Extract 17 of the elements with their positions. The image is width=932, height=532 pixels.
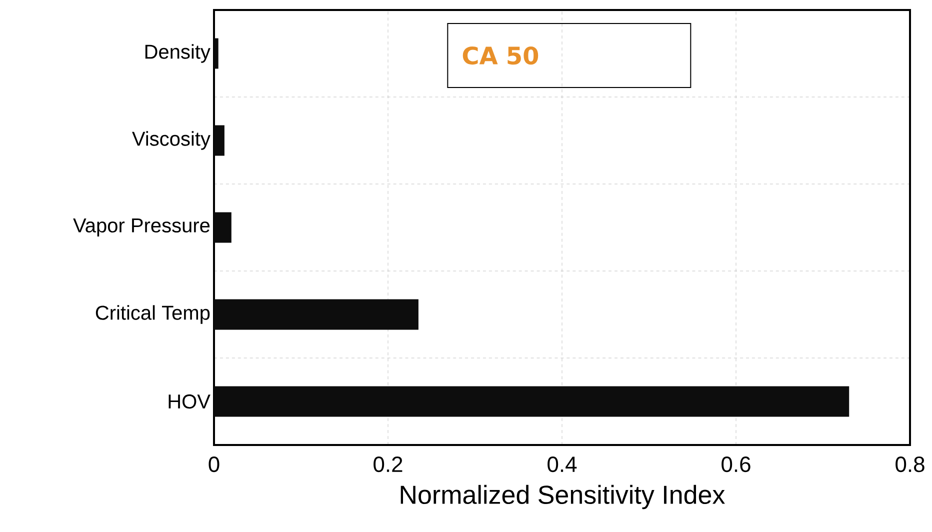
y-tick-label: HOV (168, 394, 210, 409)
x-axis-title: Normalized Sensitivity Index (400, 484, 725, 510)
bar (214, 38, 218, 69)
bar (214, 212, 232, 243)
y-tick-label: Viscosity (132, 131, 210, 150)
x-tick-label: 0.8 (896, 456, 924, 472)
y-tick-label: Critical Temp (96, 305, 210, 324)
text: CA 50 (462, 46, 538, 65)
x-tick-label: 0.4 (548, 456, 577, 472)
x-tick-label: 0.6 (722, 456, 750, 472)
x-tick-label: 0.2 (374, 456, 402, 472)
bar (214, 125, 224, 156)
y-tick-label: Density (145, 44, 210, 63)
x-tick-label: 0 (208, 456, 220, 472)
y-tick-label: Vapor Pressure (73, 218, 210, 236)
bar (214, 299, 418, 330)
bar (214, 386, 850, 417)
